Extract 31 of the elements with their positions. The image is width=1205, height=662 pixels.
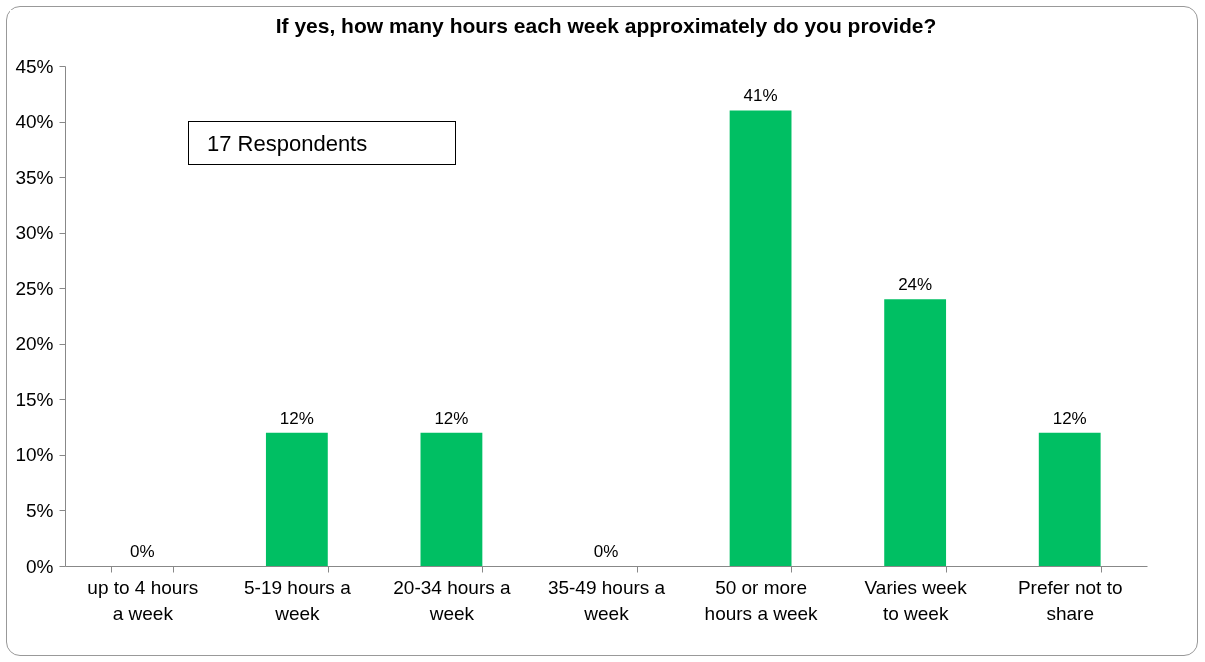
y-tick-label: 25% — [15, 277, 54, 299]
data-label: 12% — [434, 408, 469, 428]
bar — [420, 432, 483, 566]
text-box: 17 Respondents — [188, 121, 456, 165]
y-tick-label: 15% — [15, 388, 54, 410]
bar — [1038, 432, 1101, 566]
y-tick-label: 35% — [15, 166, 54, 188]
x-tick-label: 5-19 hours a week — [244, 576, 352, 624]
data-label: 12% — [1052, 408, 1087, 428]
y-tick-label: 40% — [15, 111, 54, 133]
y-tick-label: 45% — [15, 55, 54, 77]
data-label: 41% — [743, 86, 778, 106]
y-tick-label: 5% — [26, 499, 54, 521]
data-label: 0% — [130, 542, 155, 561]
x-tick-label: Prefer not to share — [1017, 576, 1123, 624]
x-tick-label: 50 or more hours a week — [704, 576, 819, 624]
bar — [884, 299, 947, 566]
x-tick-label: 35-49 hours a week — [547, 576, 666, 624]
bar — [729, 110, 792, 566]
data-label: 0% — [593, 542, 619, 561]
x-tick-label: Varies week to week — [864, 576, 968, 624]
y-tick-label: 10% — [15, 444, 54, 466]
bar — [265, 432, 328, 566]
x-tick-label: 20-34 hours a week — [393, 576, 511, 624]
data-label: 12% — [279, 408, 314, 428]
y-tick-label: 20% — [15, 333, 54, 355]
x-tick-label: up to 4 hours a week — [87, 576, 199, 624]
y-tick-label: 30% — [15, 222, 54, 244]
y-tick-label: 0% — [26, 555, 54, 577]
data-label: 24% — [898, 275, 933, 295]
chart-title: If yes, how many hours each week approximately do you provide? — [275, 14, 937, 37]
